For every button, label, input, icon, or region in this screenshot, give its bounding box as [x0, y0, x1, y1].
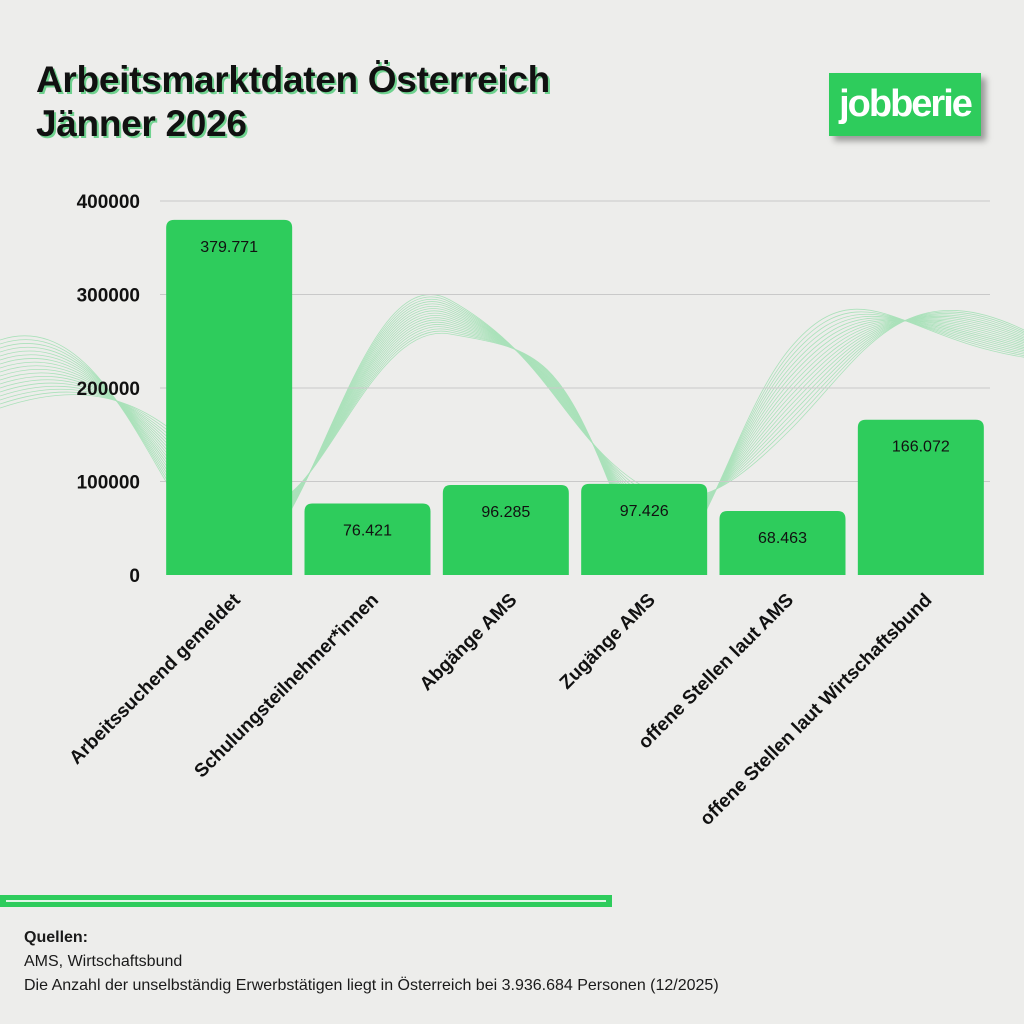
data-label: 76.421 — [343, 523, 392, 540]
divider — [0, 895, 612, 907]
x-tick-label: Zugänge AMS — [556, 590, 660, 694]
data-label: 96.285 — [481, 504, 530, 521]
sources: Quellen: AMS, Wirtschaftsbund Die Anzahl… — [24, 926, 719, 998]
data-label: 166.072 — [892, 439, 950, 456]
bar — [166, 219, 293, 575]
data-label: 68.463 — [758, 530, 807, 547]
y-tick-label: 200000 — [77, 379, 140, 400]
jobberie-logo: jobberie — [829, 73, 981, 136]
sources-note: Die Anzahl der unselbständig Erwerbstäti… — [24, 977, 719, 994]
sources-heading: Quellen: — [24, 929, 89, 946]
y-tick-label: 300000 — [77, 286, 140, 307]
bar — [442, 484, 569, 575]
x-tick-label: Abgänge AMS — [416, 590, 521, 695]
bar — [719, 510, 846, 575]
y-tick-label: 100000 — [77, 473, 140, 494]
sources-list: AMS, Wirtschaftsbund — [24, 953, 183, 970]
page-title: Arbeitsmarktdaten Österreich Jänner 2026 — [36, 58, 550, 146]
data-label: 97.426 — [620, 503, 669, 520]
y-tick-label: 400000 — [77, 192, 140, 213]
bar — [304, 503, 431, 575]
bar — [857, 419, 984, 575]
y-tick-label: 0 — [129, 566, 140, 587]
x-tick-label: offene Stellen laut Wirtschaftsbund — [696, 590, 936, 830]
data-label: 379.771 — [200, 239, 258, 256]
title-line-2: Jänner 2026 — [36, 103, 247, 144]
title-line-1: Arbeitsmarktdaten Österreich — [36, 59, 550, 100]
logo-text: jobberie — [839, 83, 973, 125]
x-tick-label: offene Stellen laut AMS — [634, 590, 798, 754]
bar — [581, 483, 708, 575]
